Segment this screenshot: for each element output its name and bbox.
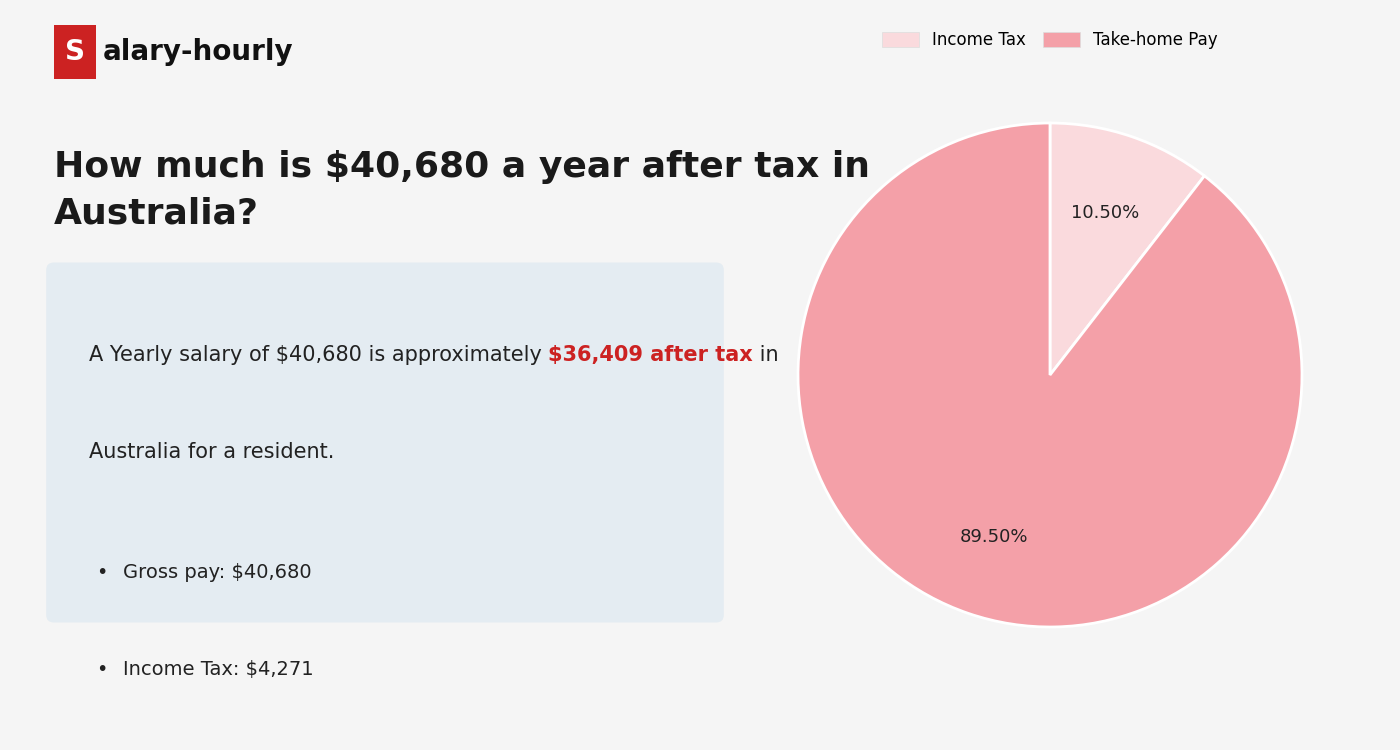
Text: •: • — [97, 562, 108, 581]
Text: alary-hourly: alary-hourly — [102, 38, 293, 66]
Text: Income Tax: $4,271: Income Tax: $4,271 — [123, 660, 314, 679]
Text: S: S — [64, 38, 85, 66]
Text: A Yearly salary of $40,680 is approximately: A Yearly salary of $40,680 is approximat… — [88, 345, 547, 365]
Wedge shape — [1050, 123, 1204, 375]
FancyBboxPatch shape — [46, 262, 724, 622]
Text: in: in — [753, 345, 778, 365]
Text: Gross pay: $40,680: Gross pay: $40,680 — [123, 562, 312, 581]
Legend: Income Tax, Take-home Pay: Income Tax, Take-home Pay — [876, 24, 1224, 56]
Wedge shape — [798, 123, 1302, 627]
Text: $36,409 after tax: $36,409 after tax — [547, 345, 753, 365]
Text: How much is $40,680 a year after tax in
Australia?: How much is $40,680 a year after tax in … — [55, 150, 869, 230]
Text: 89.50%: 89.50% — [960, 528, 1029, 546]
Text: •: • — [97, 660, 108, 679]
Text: 10.50%: 10.50% — [1071, 204, 1140, 222]
FancyBboxPatch shape — [55, 25, 97, 79]
Text: Australia for a resident.: Australia for a resident. — [88, 442, 335, 463]
